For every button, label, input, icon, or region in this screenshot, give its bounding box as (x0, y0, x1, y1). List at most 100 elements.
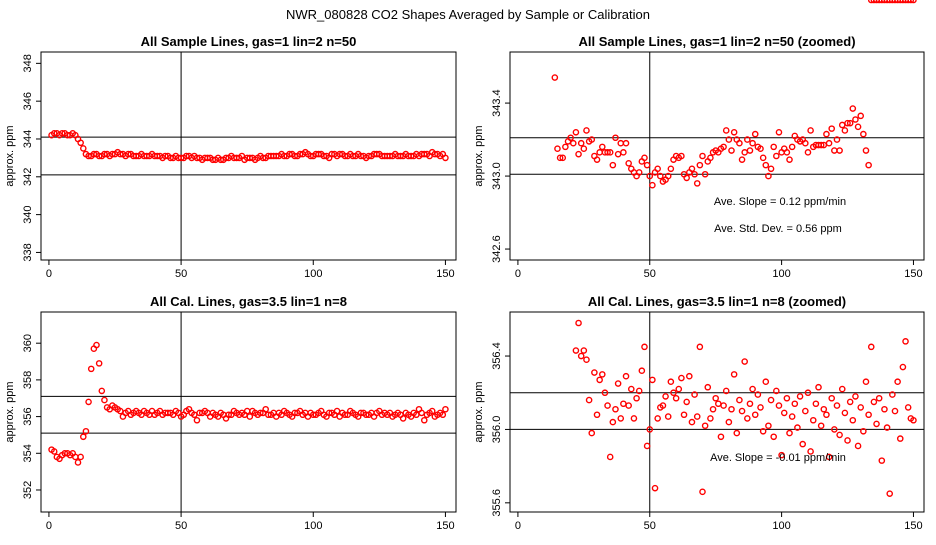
panel-4-point (720, 402, 727, 409)
panel-3-title: All Cal. Lines, gas=3.5 lin=1 n=8 (150, 294, 347, 309)
panel-1-ytick-label: 348 (22, 54, 34, 72)
panel-2-point (654, 165, 661, 173)
panel-3-point (262, 405, 269, 413)
panel-2-point (744, 136, 751, 143)
panel-2-xtick-label: 150 (904, 268, 922, 280)
panel-4-point (828, 394, 836, 402)
panel-4-point (773, 387, 780, 395)
panel-4-point (780, 409, 788, 417)
panel-4-point (622, 372, 630, 380)
panel-3-point (341, 411, 349, 419)
panel-1-ylabel: approx. ppm (4, 125, 16, 186)
panel-2-point (707, 154, 714, 162)
panel-4-point (709, 405, 717, 413)
panel-4-point (722, 387, 730, 395)
panel-4-point (638, 367, 646, 375)
panel-2-point (891, 0, 899, 4)
panel-4-point (815, 383, 822, 391)
panel-3-point (101, 396, 108, 404)
panel-4-point (736, 396, 743, 404)
panel-2-point (831, 147, 838, 154)
panel-3-ytick-label: 354 (22, 444, 34, 462)
panel-4-point (728, 405, 735, 413)
panel-2-point (833, 136, 841, 143)
panel-2-point (572, 128, 580, 136)
panel-4-point (667, 378, 675, 386)
panel-3-ytick-label: 352 (22, 481, 34, 499)
panel-4-point (746, 400, 754, 408)
panel-2-point (606, 149, 614, 156)
panel-4-point (825, 453, 833, 461)
panel-4-point (875, 394, 883, 402)
panel-4-point (696, 343, 704, 351)
panel-4-point (598, 371, 606, 378)
panel-2-point (786, 156, 793, 163)
panel-2-point (725, 136, 733, 143)
panel-1-xtick-label: 150 (436, 268, 454, 280)
panel-2-point (894, 0, 901, 4)
panel-4-point (791, 400, 799, 408)
panel-3-ylabel: approx. ppm (4, 381, 16, 442)
panel-4-point (886, 490, 894, 497)
panel-2-point (620, 149, 627, 156)
panel-2-point (838, 121, 846, 129)
panel-4-point (630, 415, 638, 422)
panel-4-point (683, 398, 690, 406)
panel-2-point (722, 127, 730, 134)
panel-2-point (881, 0, 888, 4)
panel-4-point (620, 400, 627, 408)
panel-4-point (857, 404, 865, 411)
panel-4-point (833, 402, 841, 409)
panel-4-point (823, 411, 830, 419)
panel-4-point (596, 376, 603, 384)
panel-4-point (899, 363, 907, 371)
panel-1-xtick-label: 100 (304, 268, 322, 280)
panel-3-point (77, 453, 84, 461)
panel-3-point (428, 407, 436, 415)
panel-4-point (836, 431, 843, 439)
panel-4-point (846, 398, 854, 406)
panel-3-point (74, 459, 82, 466)
panel-3-xtick-label: 0 (46, 520, 52, 532)
panel-2-point (849, 105, 857, 112)
panel-2-xtick-label: 50 (644, 268, 656, 280)
panel-1-title: All Sample Lines, gas=1 lin=2 n=50 (141, 34, 357, 49)
panel-3-ytick-label: 360 (22, 334, 34, 352)
panel-4-point (794, 424, 801, 431)
panel-4-point (646, 426, 654, 433)
panel-2-point (862, 147, 870, 154)
panel-4-point (588, 429, 596, 437)
panel-4-xtick-label: 50 (644, 520, 656, 532)
panel-4-point (896, 435, 904, 442)
panel-4-point (733, 429, 741, 437)
panel-2-point (836, 147, 843, 154)
panel-2-point (773, 152, 780, 160)
panel-2-point (696, 161, 704, 169)
panel-2-point (609, 161, 617, 169)
panel-2-point (751, 130, 759, 138)
panel-2-point (617, 139, 625, 147)
panel-4-point (715, 400, 722, 408)
panel-3-frame (40, 311, 457, 513)
panel-3-point (93, 341, 100, 349)
panel-2-point (870, 0, 878, 4)
panel-3-point (439, 411, 447, 419)
panel-4-point (717, 433, 725, 441)
panel-2-point (757, 145, 764, 153)
panel-4-point (614, 380, 622, 387)
panel-4-point (809, 416, 817, 424)
panel-2-point (804, 149, 812, 156)
panel-2-xtick-label: 100 (772, 268, 790, 280)
panel-4-point (759, 427, 767, 435)
panel-4-point (659, 402, 667, 409)
panel-4-point (807, 448, 814, 455)
panel-2-point (899, 0, 907, 4)
panel-4-xtick-label: 100 (772, 520, 790, 532)
panel-4-point (767, 396, 775, 404)
panel-1-ytick-label: 344 (22, 130, 34, 148)
panel-2-point (693, 180, 701, 187)
panel-4-point (788, 413, 796, 420)
panel-4-annotation-1: Ave. Slope = -0.01 ppm/min (710, 452, 846, 464)
panel-4-point (844, 437, 851, 444)
